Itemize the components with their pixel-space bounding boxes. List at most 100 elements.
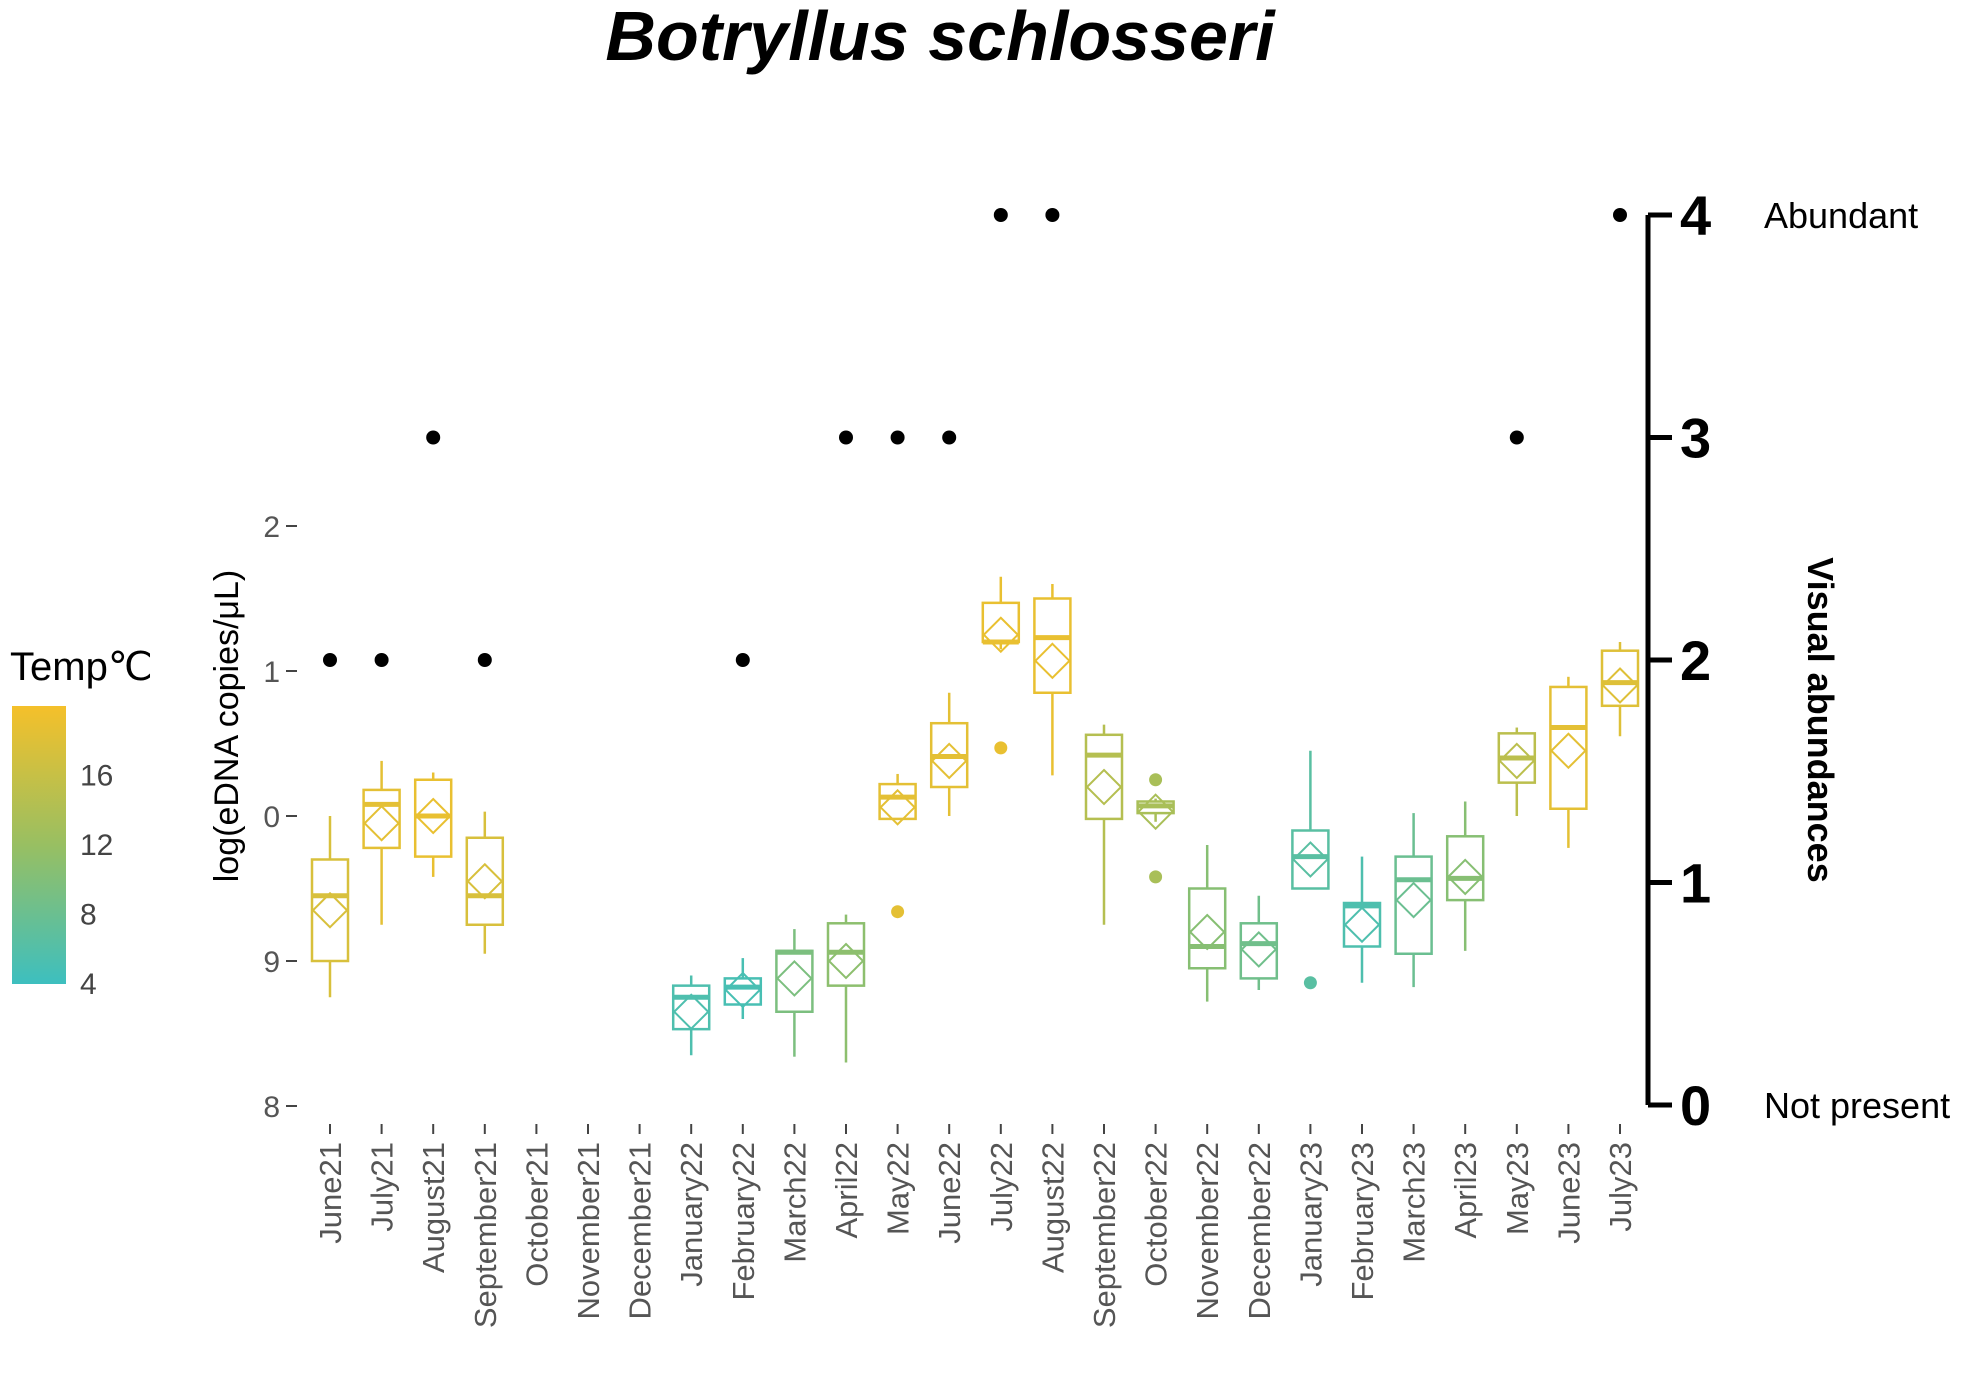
x-tick-label: December21 xyxy=(623,1142,658,1319)
x-tick-label: April22 xyxy=(829,1142,864,1239)
box-iqr xyxy=(1084,733,1124,821)
abundance-point-August22 xyxy=(1045,208,1060,222)
abundance-point-June22 xyxy=(942,430,957,445)
x-tick-label: September22 xyxy=(1087,1142,1122,1328)
box-July23 xyxy=(1600,642,1640,737)
right-axis-label: Visual abundances xyxy=(1800,557,1841,882)
x-axis: June21 July21 August21 September21 October21… xyxy=(313,1124,1638,1328)
abundance-point-February22 xyxy=(735,653,750,667)
box-September22 xyxy=(1084,724,1124,925)
box-mean xyxy=(414,797,452,835)
y-axis-label: log(eDNA copies/μL) xyxy=(208,570,246,883)
box-November22 xyxy=(1187,845,1227,1002)
abundance-point-May22 xyxy=(890,430,905,445)
legend-label: 16 xyxy=(80,760,113,793)
legend-label: 12 xyxy=(80,829,113,862)
abundance-point-July23 xyxy=(1613,208,1627,222)
abundance-point-September21 xyxy=(477,653,492,667)
box-February23 xyxy=(1342,856,1382,983)
box-mean xyxy=(672,993,710,1031)
y-tick-label: 0 xyxy=(263,801,280,834)
box-outlier xyxy=(1149,870,1163,884)
box-mean xyxy=(1291,841,1329,878)
box-July22 xyxy=(981,576,1021,755)
x-tick-label: June21 xyxy=(313,1142,348,1244)
box-mean xyxy=(1549,732,1587,770)
box-October22 xyxy=(1136,773,1175,884)
box-September21 xyxy=(465,811,505,954)
box-mean xyxy=(1446,858,1484,896)
box-outlier xyxy=(891,905,905,919)
box-mean xyxy=(930,742,968,780)
right-tick-label: 3 xyxy=(1680,407,1711,470)
box-March22 xyxy=(775,929,814,1057)
box-mean xyxy=(363,804,401,842)
box-iqr xyxy=(1033,597,1072,694)
legend-label: 8 xyxy=(80,899,97,932)
box-mean xyxy=(879,788,917,826)
box-July21 xyxy=(362,760,401,925)
box-mean xyxy=(1395,881,1433,919)
box-iqr xyxy=(981,601,1021,644)
x-tick-label: July23 xyxy=(1603,1142,1638,1232)
abundance-point-May23 xyxy=(1509,430,1524,445)
x-tick-label: May23 xyxy=(1500,1142,1535,1235)
x-tick-label: December22 xyxy=(1242,1142,1277,1319)
box-outlier xyxy=(1303,976,1317,990)
box-May22 xyxy=(878,773,917,919)
box-February22 xyxy=(723,958,763,1019)
x-tick-label: October21 xyxy=(519,1142,554,1287)
legend-title: Temp℃ xyxy=(10,645,153,689)
x-tick-label: July22 xyxy=(984,1142,1019,1232)
box-mean xyxy=(982,616,1020,654)
y-tick-label: 8 xyxy=(263,1091,280,1124)
abundance-point-July22 xyxy=(993,208,1008,222)
box-June22 xyxy=(929,692,969,816)
box-mean xyxy=(1240,930,1278,968)
box-iqr xyxy=(1291,829,1330,890)
box-mean xyxy=(1085,768,1123,806)
box-May23 xyxy=(1497,727,1537,816)
box-iqr xyxy=(1239,922,1279,980)
x-tick-label: November21 xyxy=(571,1142,606,1319)
box-iqr xyxy=(878,782,917,821)
abundance-point-April22 xyxy=(839,430,853,445)
right-axis: 0 1 2 3 4 Abundant Not present xyxy=(1645,184,1950,1137)
legend-label: 4 xyxy=(80,968,97,1001)
abundance-point-August21 xyxy=(426,430,441,445)
box-iqr xyxy=(775,949,814,1013)
abundance-point-June21 xyxy=(323,653,337,667)
box-mean xyxy=(1188,913,1226,951)
box-August22 xyxy=(1033,584,1072,776)
box-iqr xyxy=(723,977,763,1006)
right-annotation: Abundant xyxy=(1764,195,1918,236)
box-mean xyxy=(1601,667,1639,704)
box-January23 xyxy=(1291,750,1330,990)
box-iqr xyxy=(310,858,350,963)
box-mean xyxy=(1033,642,1071,680)
box-iqr xyxy=(1187,887,1227,970)
box-iqr xyxy=(362,788,401,850)
box-iqr xyxy=(1549,685,1588,811)
x-tick-label: February22 xyxy=(726,1142,761,1301)
box-June21 xyxy=(310,816,350,998)
x-tick-label: August21 xyxy=(416,1142,451,1273)
box-outlier xyxy=(1149,773,1163,787)
box-April23 xyxy=(1445,801,1485,951)
box-December22 xyxy=(1239,895,1279,990)
box-iqr xyxy=(1394,855,1433,955)
y-tick-label: 2 xyxy=(263,511,280,544)
box-mean xyxy=(466,862,504,900)
x-tick-label: August22 xyxy=(1035,1142,1070,1273)
box-mean xyxy=(1498,742,1536,780)
box-mean xyxy=(724,971,762,1009)
box-iqr xyxy=(465,836,505,926)
chart-title: Botryllus schlosseri xyxy=(605,0,1276,75)
x-tick-label: May22 xyxy=(881,1142,916,1235)
box-mean xyxy=(1343,906,1381,944)
box-outlier xyxy=(994,741,1008,755)
box-August21 xyxy=(413,772,453,877)
box-plots xyxy=(310,576,1640,1063)
x-tick-label: June23 xyxy=(1551,1142,1586,1244)
